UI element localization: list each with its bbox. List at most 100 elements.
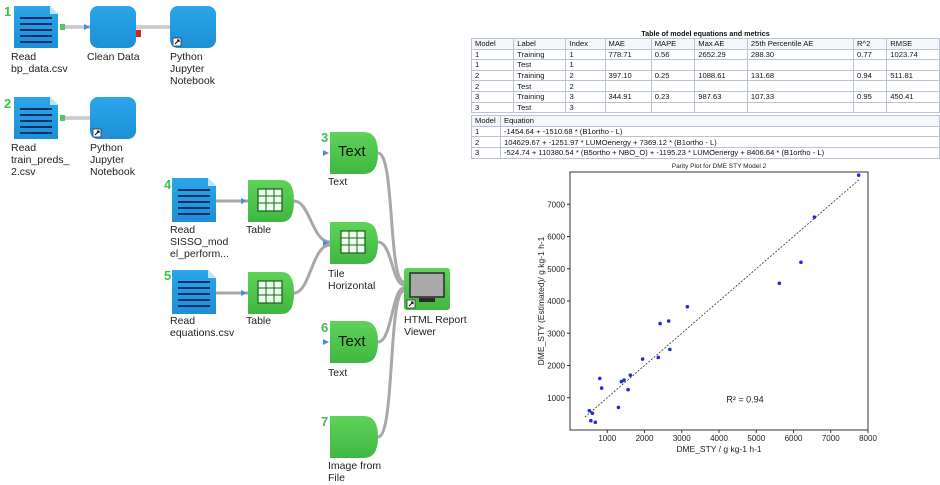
table-cell: 288.30 xyxy=(746,48,855,61)
metanode-icon[interactable] xyxy=(170,6,216,48)
node-number: 2 xyxy=(4,96,12,111)
node-label-text-6: Text xyxy=(328,367,348,379)
text-view-icon[interactable] xyxy=(323,321,378,363)
table-cell: 0.23 xyxy=(650,90,696,103)
metrics-col-header: Max AE xyxy=(694,38,748,50)
metrics-col-header: MAPE xyxy=(650,38,696,50)
node-label-table-1: Table xyxy=(246,224,272,236)
table-cell: 0.25 xyxy=(650,69,696,82)
equations-table: Model Equation 1 -1454.64 + -1510.68 * (B1… xyxy=(471,115,940,159)
table-row: 3 -524.74 + 110380.54 * (B5ortho + NBO_O)… xyxy=(471,146,940,159)
table-cell xyxy=(853,80,888,92)
table-cell: 1023.74 xyxy=(886,48,940,61)
table-cell: Training xyxy=(513,48,567,61)
table-cell: Training xyxy=(513,90,567,103)
text-node-glyph: Text xyxy=(338,333,366,350)
node-label-jupyter-1: Python Jupyter Notebook xyxy=(170,51,215,87)
table-cell: 1 xyxy=(565,59,606,71)
equation-col-header: Equation xyxy=(500,115,940,127)
table-cell: Test xyxy=(513,80,567,92)
table-cell xyxy=(650,59,696,71)
table-row: 1 Training 1 778.71 0.56 2652.29 288.30 0.77 102… xyxy=(470,48,940,61)
node-label-clean-data: Clean Data xyxy=(87,51,140,63)
table-cell: 3 xyxy=(471,146,501,159)
metrics-col-header: 25th Percentile AE xyxy=(746,38,855,50)
table-cell: 2 xyxy=(471,136,501,148)
node-label-table-2: Table xyxy=(246,315,272,327)
table-row: 3 Training 3 344.91 0.23 987.63 107.33 0.95 450.… xyxy=(470,90,940,103)
table-cell: 3 xyxy=(470,101,515,114)
table-cell: 104629.67 + -1251.97 * LUMOenergy + 7369… xyxy=(500,136,940,148)
table-view-icon[interactable] xyxy=(241,272,294,314)
table-row: 3 Test 3 xyxy=(470,101,940,114)
metrics-table: Table of model equations and metrics Mod… xyxy=(470,28,940,114)
table-cell: 3 xyxy=(565,101,606,114)
table-cell: 344.91 xyxy=(604,90,652,103)
table-cell xyxy=(746,101,855,114)
image-view-icon[interactable] xyxy=(330,416,378,458)
csv-reader-icon[interactable] xyxy=(14,97,65,139)
csv-reader-icon[interactable] xyxy=(172,270,216,314)
table-cell: 0.94 xyxy=(853,69,888,82)
metrics-col-header: Label xyxy=(513,38,567,50)
table-cell xyxy=(853,101,888,114)
node-label-read-bp-data: Read bp_data.csv xyxy=(11,51,68,75)
table-cell xyxy=(886,80,940,92)
table-cell: 1 xyxy=(470,59,515,71)
tile-layout-icon[interactable] xyxy=(323,222,378,264)
table-cell: 450.41 xyxy=(886,90,940,103)
table-cell: 2652.29 xyxy=(694,48,748,61)
table-cell: 131.68 xyxy=(746,69,855,82)
node-label-jupyter-2: Python Jupyter Notebook xyxy=(90,142,135,178)
equation-col-header: Model xyxy=(471,115,501,127)
csv-reader-icon[interactable] xyxy=(172,178,216,222)
table-cell xyxy=(746,59,855,71)
table-cell: -1454.64 + -1510.68 * (B1ortho - L) xyxy=(500,125,940,138)
table-view-icon[interactable] xyxy=(241,180,294,222)
table-cell: 3 xyxy=(565,90,606,103)
table-cell: 2 xyxy=(470,69,515,82)
metanode-icon[interactable] xyxy=(84,6,141,48)
table-cell: 1088.61 xyxy=(694,69,748,82)
table-cell: 778.71 xyxy=(604,48,652,61)
table-cell: 1 xyxy=(470,48,515,61)
table-cell: Training xyxy=(513,69,567,82)
table-cell xyxy=(746,80,855,92)
table-cell xyxy=(694,101,748,114)
table-row: 2 Training 2 397.10 0.25 1088.61 131.68 0.94 511… xyxy=(470,69,940,82)
table-cell: -524.74 + 110380.54 * (B5ortho + NBO_O) … xyxy=(500,146,940,159)
table-cell: 511.81 xyxy=(886,69,940,82)
table-cell: 1 xyxy=(471,125,501,138)
table-cell xyxy=(886,59,940,71)
node-label-image-from-file: Image from File xyxy=(328,460,382,484)
csv-reader-icon[interactable] xyxy=(14,6,65,48)
text-view-icon[interactable] xyxy=(323,132,378,174)
table-cell xyxy=(650,101,696,114)
table-row: 2 104629.67 + -1251.97 * LUMOenergy + 736… xyxy=(471,136,940,148)
node-number: 6 xyxy=(321,320,329,335)
table-cell: 987.63 xyxy=(694,90,748,103)
monitor-icon[interactable] xyxy=(404,268,450,310)
node-number: 1 xyxy=(4,4,12,19)
table-cell: 2 xyxy=(470,80,515,92)
table-row: 1 Test 1 xyxy=(470,59,940,71)
node-label-text-3: Text xyxy=(328,176,348,188)
node-label-read-equations: Read equations.csv xyxy=(170,315,235,339)
node-number: 7 xyxy=(321,414,329,429)
table-cell: 0.77 xyxy=(853,48,888,61)
metrics-table-panel: Table of model equations and metrics Mod… xyxy=(470,28,940,159)
text-node-glyph: Text xyxy=(338,143,366,160)
table-cell xyxy=(604,101,652,114)
table-cell xyxy=(694,80,748,92)
metanode-icon[interactable] xyxy=(90,97,136,139)
table-cell xyxy=(853,59,888,71)
table-cell xyxy=(650,80,696,92)
table-cell xyxy=(886,101,940,114)
node-number: 5 xyxy=(164,268,172,283)
table-row: 1 -1454.64 + -1510.68 * (B1ortho - L) xyxy=(471,125,940,138)
table-cell: 1 xyxy=(565,48,606,61)
node-number: 4 xyxy=(164,177,172,192)
connections xyxy=(64,25,405,439)
table-cell xyxy=(694,59,748,71)
